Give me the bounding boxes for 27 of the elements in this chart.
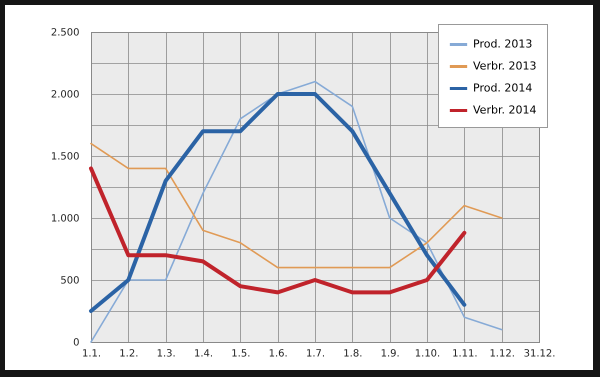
y-tick-label: 0 (73, 338, 80, 348)
x-tick-label: 1.10. (414, 348, 440, 360)
legend-label: Prod. 2013 (473, 38, 532, 50)
x-tick-label: 1.4. (194, 348, 214, 360)
y-tick-label: 1.500 (50, 152, 80, 162)
legend-label: Verbr. 2013 (473, 60, 536, 72)
x-tick-label: 1.8. (343, 348, 362, 360)
x-tick-label: 1.2. (119, 348, 138, 360)
y-tick-label: 1.000 (50, 214, 80, 224)
x-tick-label: 31.12. (524, 348, 556, 360)
line-series (90, 80, 502, 343)
x-tick-label: 1.9. (380, 348, 400, 360)
y-tick-label: 2.500 (50, 28, 80, 38)
line-series (89, 92, 466, 313)
x-tick-label: 1.5. (231, 348, 250, 360)
legend-label: Prod. 2014 (473, 82, 532, 94)
x-tick-label: 1.11. (452, 348, 478, 360)
line-series (89, 166, 466, 294)
x-tick-label: 1.12. (489, 348, 515, 360)
x-tick-label: 1.7. (306, 348, 326, 360)
line-series (90, 142, 502, 268)
x-tick-label: 1.6. (268, 348, 288, 360)
legend-label: Verbr. 2014 (473, 104, 536, 116)
y-tick-label: 500 (60, 276, 80, 286)
x-tick-label: 1.3. (156, 348, 176, 360)
x-tick-label: 1.1. (82, 348, 102, 360)
y-tick-label: 2.000 (50, 90, 80, 100)
